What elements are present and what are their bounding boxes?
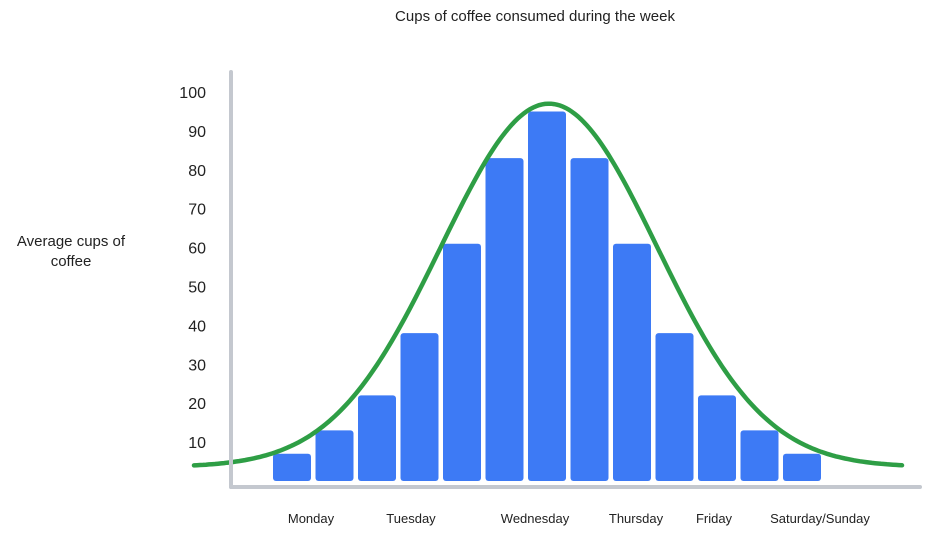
bar [273, 453, 311, 481]
bar [528, 111, 566, 481]
x-tick-label: Tuesday [386, 511, 436, 526]
bar [783, 453, 821, 481]
bar [400, 333, 439, 481]
x-tick-label: Friday [696, 511, 733, 526]
x-tick-label: Wednesday [501, 511, 570, 526]
bar [655, 333, 694, 481]
distribution-curve [191, 101, 905, 468]
bar [613, 243, 651, 481]
y-tick-labels: 10 20 30 40 50 60 70 80 90 100 [179, 85, 206, 452]
y-tick-label: 10 [188, 435, 206, 452]
y-tick-label: 60 [188, 241, 206, 258]
y-tick-label: 40 [188, 318, 206, 335]
bar [358, 395, 396, 481]
x-tick-label: Thursday [609, 511, 664, 526]
x-tick-labels: Monday Tuesday Wednesday Thursday Friday Satu… [288, 511, 870, 526]
bar [698, 395, 736, 481]
bars [273, 111, 821, 481]
y-tick-label: 70 [188, 202, 206, 219]
y-axis-label: Average cups of coffee [16, 233, 126, 270]
x-tick-label: Saturday/Sunday [770, 511, 870, 526]
y-tick-label: 20 [188, 396, 206, 413]
bar [315, 430, 354, 481]
y-tick-label: 80 [188, 163, 206, 180]
x-tick-label: Monday [288, 511, 335, 526]
bar [485, 158, 524, 481]
y-tick-label: 30 [188, 357, 206, 374]
bar [740, 430, 779, 481]
y-tick-label: 50 [188, 280, 206, 297]
bar [570, 158, 609, 481]
y-tick-label: 90 [188, 124, 206, 141]
bar [443, 243, 481, 481]
chart-title: Cups of coffee consumed during the week [395, 8, 675, 25]
y-tick-label: 100 [179, 85, 206, 102]
